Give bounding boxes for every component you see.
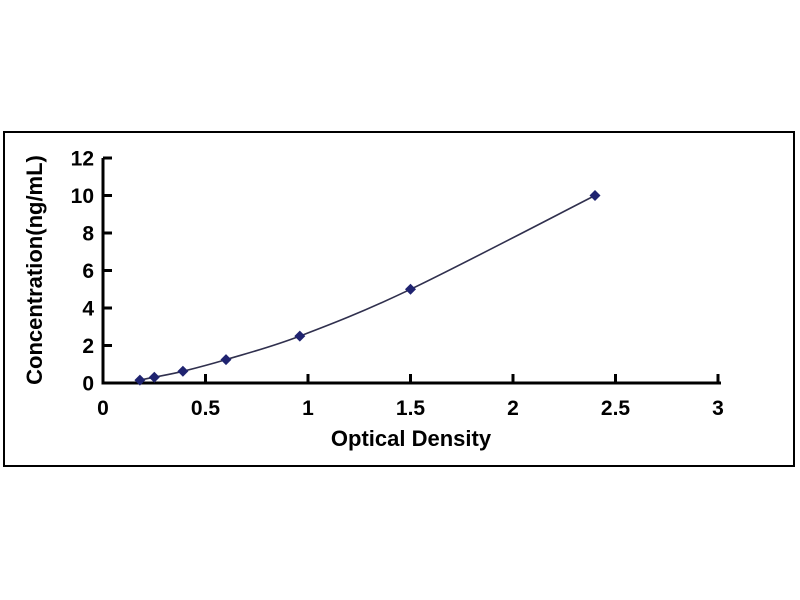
axis-lines: [101, 158, 721, 385]
x-tick-label: 1.5: [396, 397, 426, 420]
data-point-marker: [294, 330, 306, 342]
data-point-marker: [220, 354, 232, 366]
x-tick-label: 1: [302, 397, 314, 420]
y-tick-label: 6: [82, 260, 94, 283]
y-tick-label: 8: [82, 223, 94, 246]
data-point-marker: [405, 283, 416, 295]
x-tick-label: 0.5: [191, 397, 221, 420]
curve-line: [139, 194, 596, 381]
data-point-marker: [589, 190, 601, 201]
data-point-marker: [148, 371, 160, 383]
y-tick-label: 2: [82, 335, 94, 358]
y-tick-label: 10: [71, 185, 94, 208]
chart-svg: 0 0.5 1 1.5 2 2.5 3 0 2 4 6 8 10 12 Optical Density C…: [22, 148, 724, 452]
x-tick-label: 2: [507, 397, 519, 420]
data-point-marker: [177, 365, 189, 377]
x-tick-label: 3: [712, 397, 724, 420]
x-axis-title: Optical Density: [331, 426, 492, 451]
y-tick-label: 12: [71, 148, 94, 171]
x-tick-label: 0: [97, 397, 109, 420]
standard-curve-chart: 0 0.5 1 1.5 2 2.5 3 0 2 4 6 8 10 12 Optical Density C…: [3, 131, 795, 467]
x-tick-label: 2.5: [601, 397, 631, 420]
y-axis-title: Concentration(ng/mL): [22, 155, 47, 385]
y-tick-label: 0: [82, 373, 94, 396]
data-point-marker: [134, 374, 146, 386]
y-tick-label: 4: [82, 298, 94, 321]
